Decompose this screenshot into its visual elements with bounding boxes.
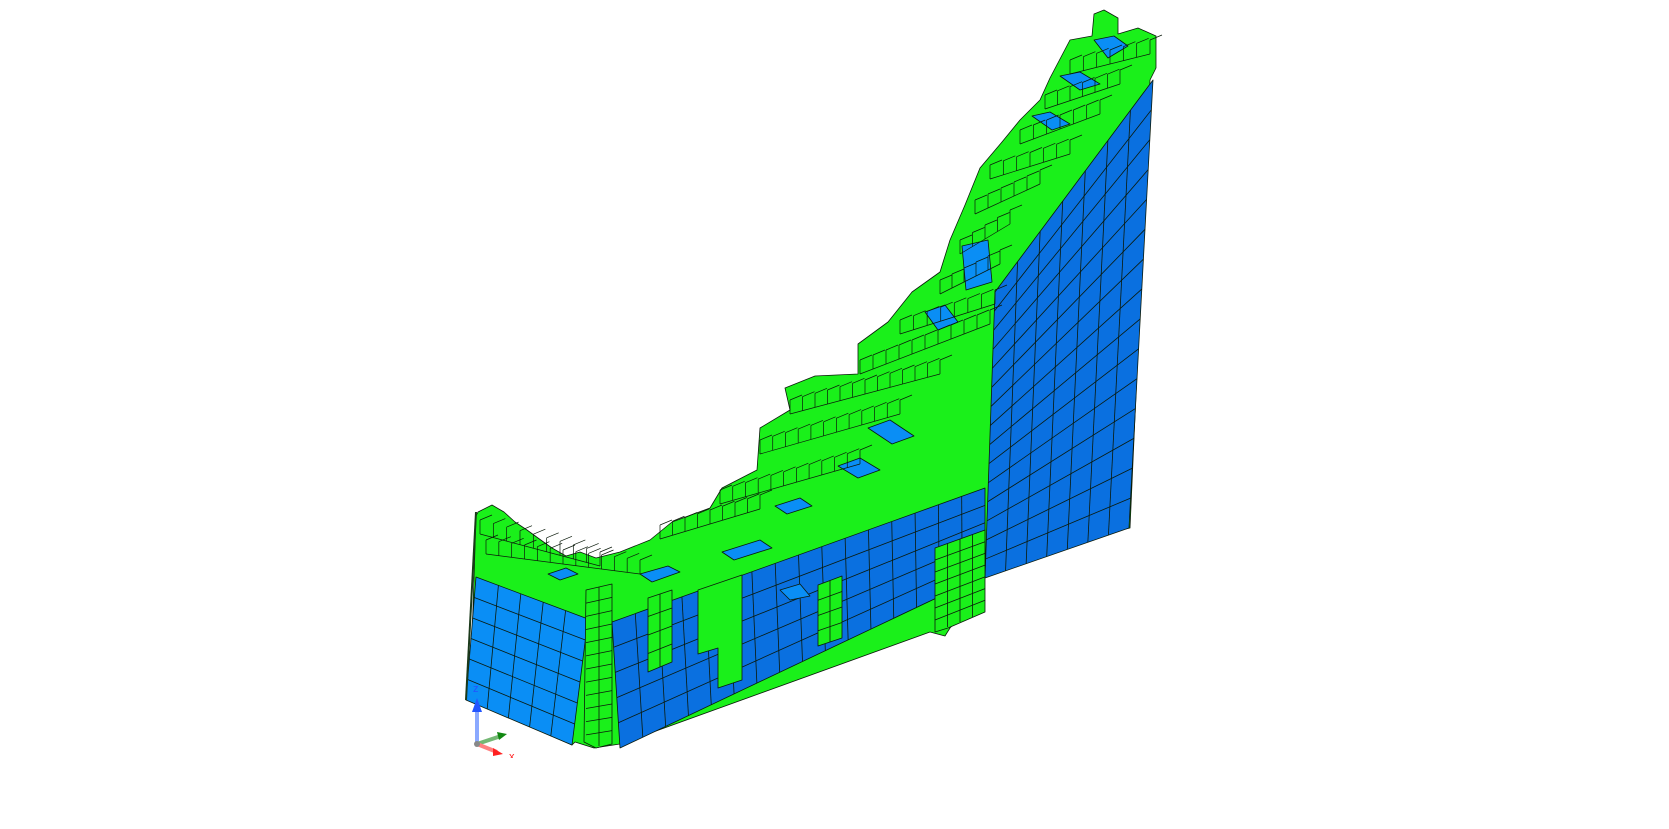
surface-gap-5 (867, 419, 915, 445)
y-axis (476, 732, 507, 746)
green-column (583, 583, 613, 749)
x-axis: x (476, 742, 515, 758)
surface-gap-8 (1031, 111, 1071, 131)
green-patch-b (697, 574, 743, 689)
surface-gap-11 (779, 583, 811, 601)
green-column-grid (585, 587, 613, 746)
left-block-grid (467, 585, 586, 737)
surface-gap-4 (837, 457, 881, 479)
surface-gap-10 (1093, 35, 1129, 59)
surface-gap-2 (721, 539, 773, 561)
voxel-edges (479, 34, 1163, 575)
green-patch-a-grid (647, 594, 673, 667)
z-axis-label: z (473, 683, 479, 695)
left-edge-outline (465, 511, 477, 701)
x-axis-label: x (509, 751, 515, 758)
green-patch-d-grid (934, 534, 986, 627)
surface-gap-0 (547, 567, 579, 581)
surface-gap-3 (774, 497, 813, 515)
surface-gap-1 (639, 565, 681, 583)
surface-gap-7 (961, 239, 993, 291)
axis-triad: z x (472, 683, 515, 758)
green-patch-c-grid (817, 580, 843, 642)
z-axis: z (472, 683, 482, 744)
right-wall-grid (985, 109, 1152, 571)
